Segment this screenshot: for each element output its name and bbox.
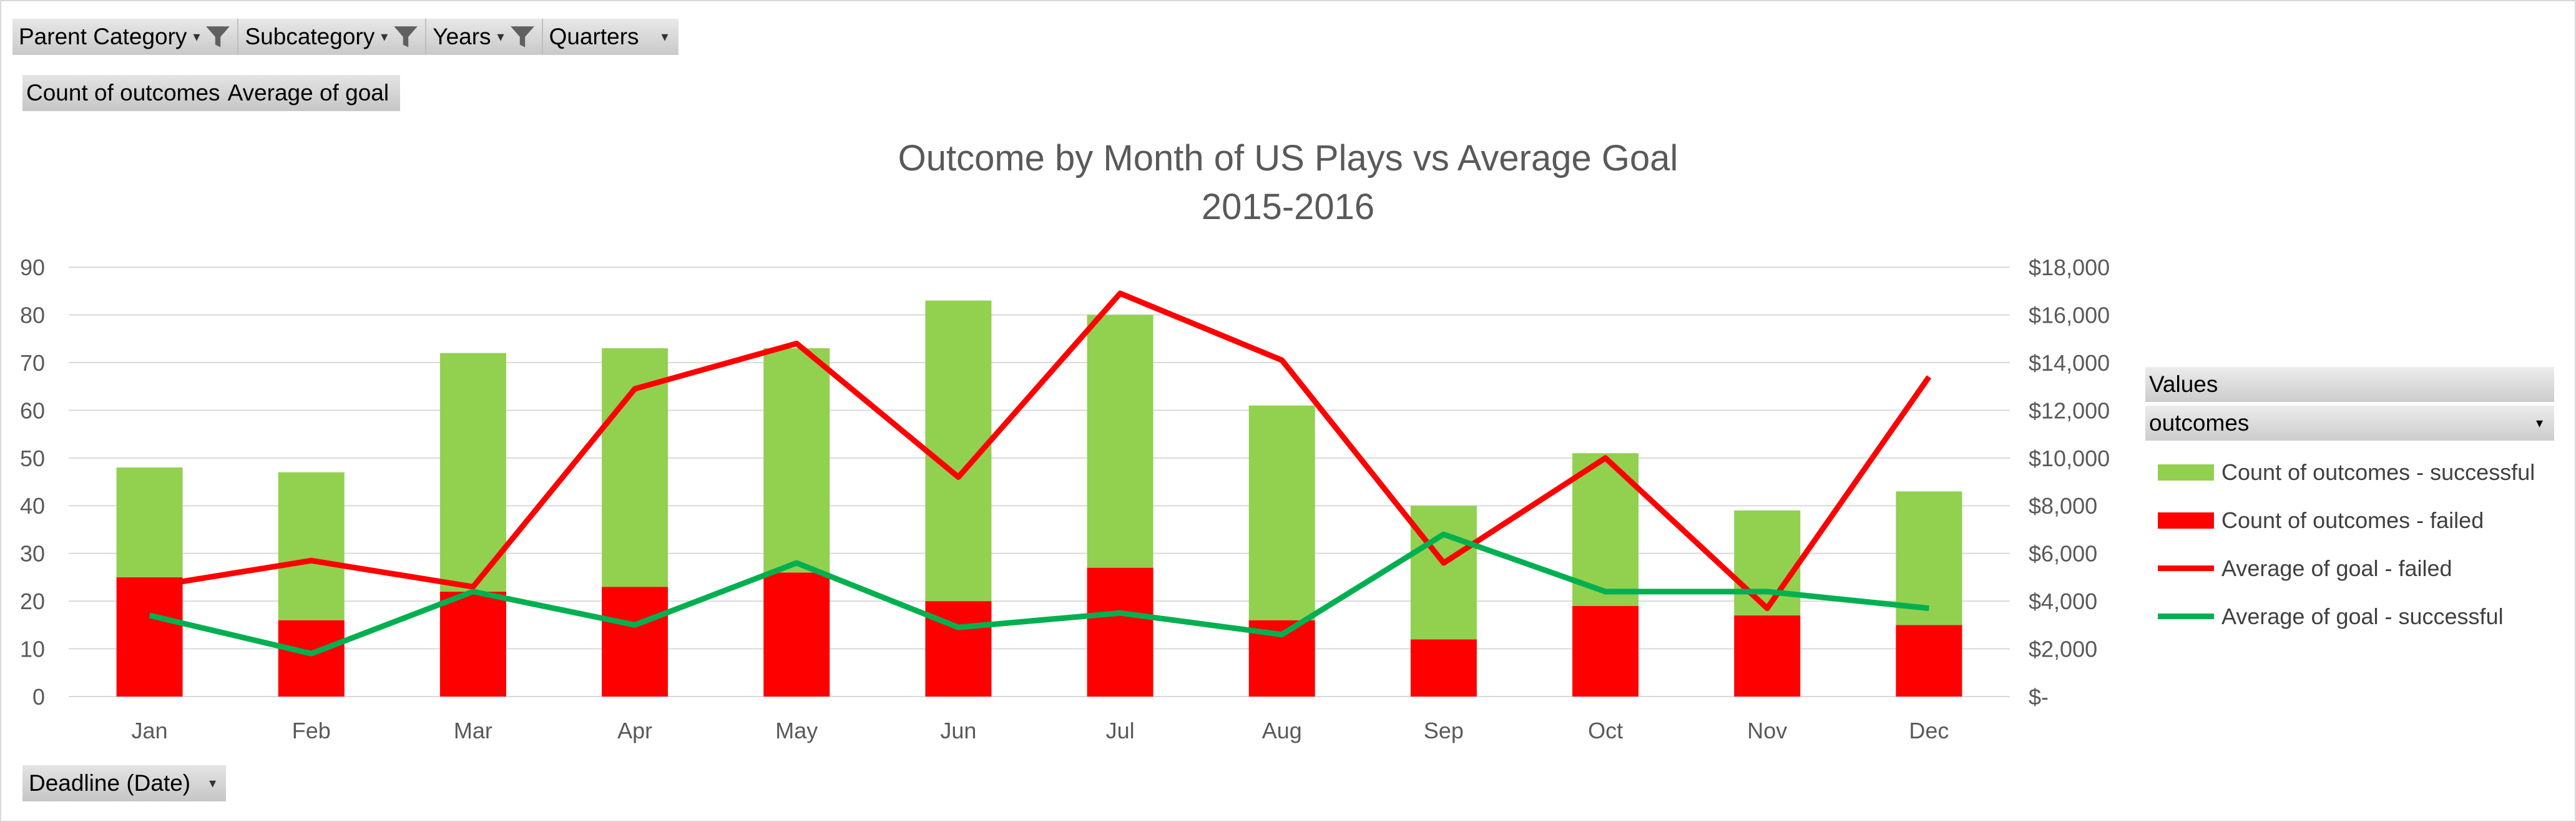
filter-field-bar: Parent Category ▾ Subcategory ▾ Years ▾ … <box>12 19 678 55</box>
y-tick-label: 10 <box>20 637 45 662</box>
bar-successful-count[interactable] <box>1734 510 1801 616</box>
y-tick-label: 70 <box>20 350 45 376</box>
value-field-label: Average of goal <box>227 80 389 105</box>
legend-label: Average of goal - failed <box>2221 555 2452 581</box>
x-tick-label: Jun <box>940 718 976 743</box>
x-tick-label: Jul <box>1106 718 1135 743</box>
bar-successful-count[interactable] <box>1410 506 1477 640</box>
x-tick-label: Dec <box>1909 718 1949 743</box>
value-field-average-of-goal[interactable]: Average of goal <box>224 75 401 111</box>
bar-failed-count[interactable] <box>602 587 668 697</box>
y-tick-label: 80 <box>20 302 45 328</box>
value-field-count-of-outcomes[interactable]: Count of outcomes <box>22 75 224 111</box>
filter-quarters[interactable]: Quarters ▾ <box>543 19 678 55</box>
filter-parent-category[interactable]: Parent Category ▾ <box>12 19 239 55</box>
y2-tick-label: $10,000 <box>2029 446 2110 471</box>
bar-failed-count[interactable] <box>116 577 183 697</box>
dropdown-arrow-icon[interactable]: ▾ <box>497 29 504 44</box>
legend-label: Count of outcomes - successful <box>2221 459 2535 485</box>
bar-failed-count[interactable] <box>763 572 830 697</box>
y2-tick-label: $16,000 <box>2029 302 2110 328</box>
y2-tick-label: $12,000 <box>2029 398 2110 423</box>
filter-funnel-icon <box>206 26 230 47</box>
legend-swatch <box>2158 614 2214 619</box>
line-average-goal-successful[interactable] <box>149 531 1929 657</box>
x-tick-label: Oct <box>1588 718 1623 743</box>
y-tick-label: 90 <box>20 255 45 280</box>
x-tick-label: Nov <box>1747 718 1787 743</box>
line-average-goal-failed[interactable] <box>149 290 1932 612</box>
x-tick-label: Sep <box>1424 718 1464 743</box>
bar-successful-count[interactable] <box>1087 315 1153 568</box>
chart-subtitle: 2015-2016 <box>1201 187 1375 227</box>
bar-successful-count[interactable] <box>278 472 345 620</box>
bar-failed-count[interactable] <box>1896 625 1962 697</box>
x-tick-label: Jan <box>132 718 168 743</box>
filter-years[interactable]: Years ▾ <box>426 19 543 55</box>
dropdown-arrow-icon[interactable]: ▾ <box>381 29 388 44</box>
y-tick-label: 50 <box>20 446 45 471</box>
filter-label: Quarters <box>549 24 639 49</box>
legend-item-successful-count[interactable]: Count of outcomes - successful <box>2145 448 2554 496</box>
bar-successful-count[interactable] <box>439 353 506 592</box>
legend-field-label: outcomes <box>2149 410 2250 436</box>
legend-panel: Values outcomes ▾ Count of outcomes - su… <box>2145 367 2554 640</box>
y2-tick-label: $6,000 <box>2029 541 2097 567</box>
y2-tick-label: $4,000 <box>2029 589 2097 614</box>
bar-failed-count[interactable] <box>439 591 506 697</box>
legend-swatch <box>2158 565 2214 571</box>
x-tick-label: Mar <box>454 718 492 743</box>
filter-funnel-icon <box>510 26 534 47</box>
bar-successful-count[interactable] <box>116 467 183 577</box>
x-tick-label: Feb <box>292 718 331 743</box>
value-field-label: Count of outcomes <box>26 80 220 105</box>
bar-failed-count[interactable] <box>278 620 345 697</box>
chart-title: Outcome by Month of US Plays vs Average … <box>898 138 1678 179</box>
filter-label: Subcategory <box>245 24 375 49</box>
filter-label: Parent Category <box>19 24 187 49</box>
values-field-bar: Count of outcomes Average of goal <box>22 75 401 111</box>
legend-item-failed-goal[interactable]: Average of goal - failed <box>2145 544 2554 592</box>
y2-tick-label: $- <box>2029 684 2049 710</box>
x-tick-label: Aug <box>1262 718 1302 743</box>
bar-failed-count[interactable] <box>1572 605 1639 697</box>
dropdown-arrow-icon[interactable]: ▾ <box>193 29 200 44</box>
legend-outcomes-field[interactable]: outcomes ▾ <box>2145 406 2554 441</box>
y-tick-label: 0 <box>32 684 45 710</box>
dropdown-arrow-icon[interactable]: ▾ <box>661 29 668 44</box>
y-tick-label: 40 <box>20 493 45 519</box>
y2-tick-label: $14,000 <box>2029 350 2110 376</box>
axis-field-label: Deadline (Date) <box>29 770 191 796</box>
legend-swatch <box>2158 512 2214 529</box>
x-tick-label: May <box>775 718 818 743</box>
legend-values-header: Values <box>2145 367 2554 402</box>
bar-successful-count[interactable] <box>763 348 830 573</box>
filter-label: Years <box>433 24 491 49</box>
bar-failed-count[interactable] <box>1410 639 1477 697</box>
legend-swatch <box>2158 464 2214 481</box>
dropdown-arrow-icon[interactable]: ▾ <box>2535 415 2543 431</box>
bar-successful-count[interactable] <box>1896 491 1962 625</box>
legend-label: Average of goal - successful <box>2221 603 2504 629</box>
legend-item-successful-goal[interactable]: Average of goal - successful <box>2145 592 2554 640</box>
y-tick-label: 30 <box>20 541 45 567</box>
x-tick-label: Apr <box>617 718 652 743</box>
legend-item-failed-count[interactable]: Count of outcomes - failed <box>2145 496 2554 544</box>
dropdown-arrow-icon[interactable]: ▾ <box>209 775 217 791</box>
y2-tick-label: $2,000 <box>2029 637 2097 662</box>
filter-funnel-icon <box>394 26 418 47</box>
y2-tick-label: $18,000 <box>2029 255 2110 280</box>
bar-failed-count[interactable] <box>1734 615 1801 697</box>
filter-subcategory[interactable]: Subcategory ▾ <box>238 19 427 55</box>
bar-successful-count[interactable] <box>1248 405 1315 620</box>
axis-field-deadline-date[interactable]: Deadline (Date) ▾ <box>22 765 227 801</box>
y-tick-label: 20 <box>20 589 45 614</box>
bar-failed-count[interactable] <box>1087 567 1153 697</box>
y2-tick-label: $8,000 <box>2029 493 2097 519</box>
y-tick-label: 60 <box>20 398 45 423</box>
legend-label: Count of outcomes - failed <box>2221 507 2484 533</box>
